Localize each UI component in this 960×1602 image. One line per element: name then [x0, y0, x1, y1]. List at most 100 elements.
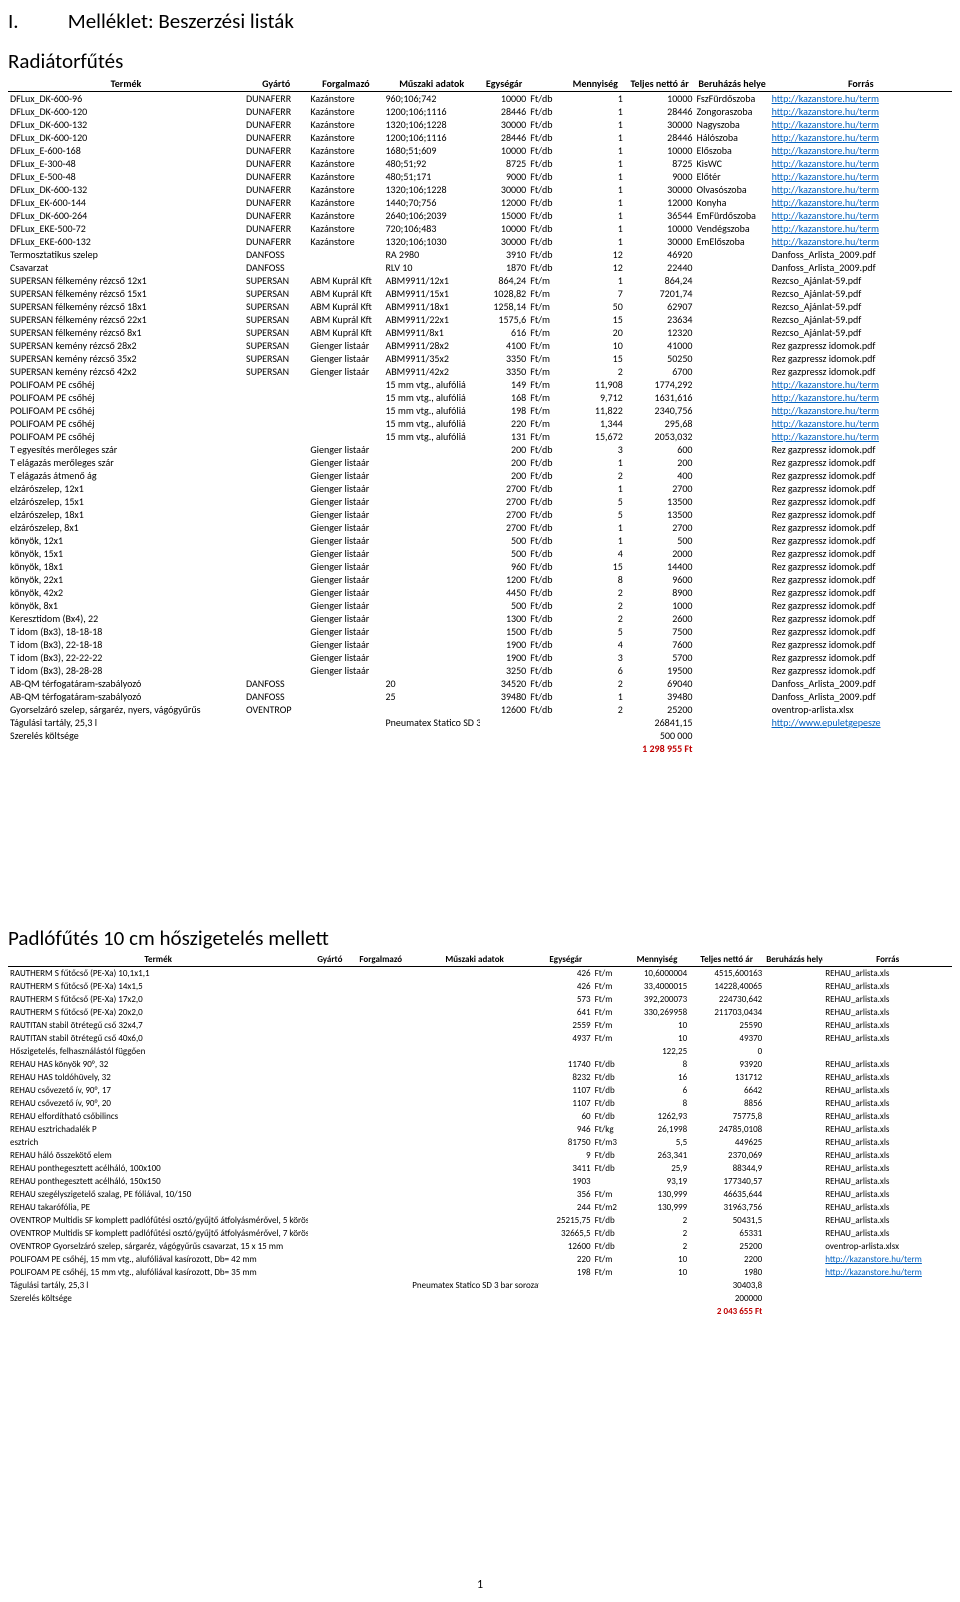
- cell: Ft/db: [528, 456, 566, 469]
- table-row: RAUTITAN stabil ötrétegű cső 40x6,04937F…: [8, 1032, 952, 1045]
- source-link[interactable]: http://kazanstore.hu/term: [770, 430, 952, 443]
- table-row: POLIFOAM PE csőhéj15 mm vtg., alufóliá19…: [8, 404, 952, 417]
- section1-title: Radiátorfűtés: [8, 48, 952, 74]
- cell: [764, 1214, 823, 1227]
- cell: [823, 1045, 952, 1058]
- cell: 4: [566, 638, 625, 651]
- cell: [764, 1032, 823, 1045]
- cell: 1: [566, 183, 625, 196]
- cell: [244, 638, 308, 651]
- cell: 449625: [689, 1136, 764, 1149]
- cell: [308, 1123, 351, 1136]
- source-link[interactable]: http://kazanstore.hu/term: [823, 1253, 952, 1266]
- source-link[interactable]: http://kazanstore.hu/term: [770, 157, 952, 170]
- cell: Ft/db: [593, 1149, 625, 1162]
- cell: REHAU_arlista.xls: [823, 1162, 952, 1175]
- cell: [383, 612, 480, 625]
- col-header: Műszaki adatok: [410, 953, 539, 967]
- cell: [351, 1006, 410, 1019]
- cell: [764, 1162, 823, 1175]
- cell: 480;51;171: [383, 170, 480, 183]
- cell: Gienger listaár: [308, 482, 383, 495]
- cell: 946: [539, 1123, 593, 1136]
- cell: 3250: [480, 664, 528, 677]
- cell: REHAU_arlista.xls: [823, 1071, 952, 1084]
- source-link[interactable]: http://kazanstore.hu/term: [770, 222, 952, 235]
- source-link[interactable]: http://kazanstore.hu/term: [770, 144, 952, 157]
- cell: 1200;106;1116: [383, 131, 480, 144]
- source-link[interactable]: http://kazanstore.hu/term: [770, 183, 952, 196]
- table-row: AB-QM térfogatáram-szabályozóDANFOSS2539…: [8, 690, 952, 703]
- cell: 11,908: [566, 378, 625, 391]
- source-link[interactable]: http://kazanstore.hu/term: [770, 404, 952, 417]
- cell: Ft/m: [593, 1253, 625, 1266]
- cell: Ft/db: [528, 690, 566, 703]
- cell: 2: [566, 586, 625, 599]
- cell: 4100: [480, 339, 528, 352]
- cell: 130,999: [625, 1201, 689, 1214]
- table-row: POLIFOAM PE csőhéj15 mm vtg., alufóliá14…: [8, 378, 952, 391]
- cell: 30000: [625, 118, 695, 131]
- cell: Ft/db: [593, 1058, 625, 1071]
- source-link[interactable]: http://kazanstore.hu/term: [770, 196, 952, 209]
- source-link[interactable]: http://www.epuletgepesze: [770, 716, 952, 729]
- cell: SUPERSAN: [244, 274, 308, 287]
- table-row: REHAU HAS könyök 90°, 3211740Ft/db893920…: [8, 1058, 952, 1071]
- table-row: DFLux_E-300-48DUNAFERRKazánstore480;51;9…: [8, 157, 952, 170]
- cell: [694, 261, 769, 274]
- source-link[interactable]: http://kazanstore.hu/term: [770, 391, 952, 404]
- cell: Gienger listaár: [308, 508, 383, 521]
- cell: 1440;70;756: [383, 196, 480, 209]
- cell: ABM9911/8x1: [383, 326, 480, 339]
- cell: [308, 967, 351, 981]
- cell: [351, 1136, 410, 1149]
- cell: [410, 1292, 539, 1305]
- source-link[interactable]: http://kazanstore.hu/term: [770, 235, 952, 248]
- cell: [694, 716, 769, 729]
- cell: DFLux_E-500-48: [8, 170, 244, 183]
- source-link[interactable]: http://kazanstore.hu/term: [770, 105, 952, 118]
- cell: DFLux_EK-600-144: [8, 196, 244, 209]
- cell: 36544: [625, 209, 695, 222]
- table-row: POLIFOAM PE csőhéj15 mm vtg., alufóliá22…: [8, 417, 952, 430]
- cell: 25: [383, 690, 480, 703]
- cell: [694, 326, 769, 339]
- cell: [694, 248, 769, 261]
- source-link[interactable]: http://kazanstore.hu/term: [770, 118, 952, 131]
- cell: elzárószelep, 12x1: [8, 482, 244, 495]
- cell: 122,25: [625, 1045, 689, 1058]
- cell: DUNAFERR: [244, 92, 308, 106]
- source-link[interactable]: http://kazanstore.hu/term: [770, 92, 952, 106]
- cell: 3411: [539, 1162, 593, 1175]
- cell: Ft/db: [528, 573, 566, 586]
- cell: [351, 1162, 410, 1175]
- cell: ABM9911/28x2: [383, 339, 480, 352]
- table-row: DFLux_E-500-48DUNAFERRKazánstore480;51;1…: [8, 170, 952, 183]
- table-radiator: TermékGyártóForgalmazóMűszaki adatokEgys…: [8, 76, 952, 755]
- cell: [351, 1201, 410, 1214]
- cell: Ft/db: [528, 209, 566, 222]
- cell: 573: [539, 993, 593, 1006]
- cell: [351, 1019, 410, 1032]
- cell: 2: [566, 677, 625, 690]
- cell: 1774,292: [625, 378, 695, 391]
- table-row: DFLux_EKE-600-132DUNAFERRKazánstore1320;…: [8, 235, 952, 248]
- source-link[interactable]: http://kazanstore.hu/term: [770, 131, 952, 144]
- cell: DANFOSS: [244, 690, 308, 703]
- table-row: könyök, 42x2Gienger listaár4450Ft/db2890…: [8, 586, 952, 599]
- source-link[interactable]: http://kazanstore.hu/term: [823, 1266, 952, 1279]
- cell: 2340,756: [625, 404, 695, 417]
- cell: 3: [566, 651, 625, 664]
- cell: REHAU_arlista.xls: [823, 1123, 952, 1136]
- cell: [764, 1045, 823, 1058]
- source-link[interactable]: http://kazanstore.hu/term: [770, 378, 952, 391]
- col-header: Egységár: [539, 953, 593, 967]
- cell: 5,5: [625, 1136, 689, 1149]
- cell: DFLux_DK-600-96: [8, 92, 244, 106]
- cell: [244, 456, 308, 469]
- source-link[interactable]: http://kazanstore.hu/term: [770, 209, 952, 222]
- source-link[interactable]: http://kazanstore.hu/term: [770, 417, 952, 430]
- cell: ABM Kuprál Kft: [308, 326, 383, 339]
- source-link[interactable]: http://kazanstore.hu/term: [770, 170, 952, 183]
- cell: REHAU_arlista.xls: [823, 1006, 952, 1019]
